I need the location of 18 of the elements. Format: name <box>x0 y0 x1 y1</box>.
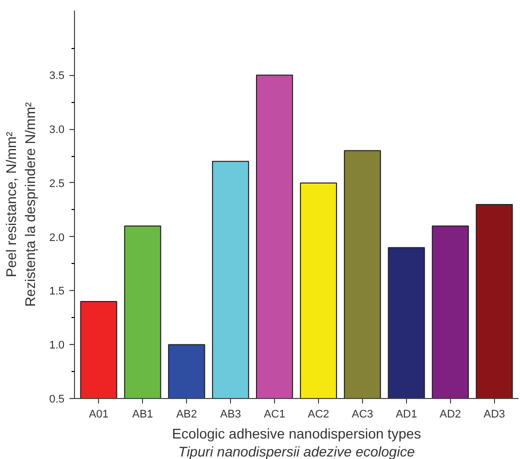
y-tick-label: 1.5 <box>49 286 65 298</box>
x-tick-label: AD3 <box>484 408 506 420</box>
y-tick-label: 0.5 <box>49 394 65 406</box>
x-tick-label: AB1 <box>132 408 154 420</box>
x-tick-label: AC1 <box>264 408 286 420</box>
y-axis-title: Peel resistance, N/mm² Rezistența la desprindere N/mm² <box>3 102 38 307</box>
y-tick-label: 2.5 <box>49 178 65 190</box>
x-tick-label: AB2 <box>176 408 197 420</box>
x-tick-label: AB3 <box>220 408 241 420</box>
x-tick-label: AC2 <box>308 408 330 420</box>
x-tick-label: AD2 <box>440 408 462 420</box>
y-tick-label: 1.0 <box>49 340 65 352</box>
y-tick-label: 3.5 <box>49 70 65 82</box>
y-tick-label: 2.0 <box>49 232 65 244</box>
x-tick-label: A01 <box>88 408 108 420</box>
y-tick-label: 3.0 <box>49 124 65 136</box>
x-tick-label: AD1 <box>396 408 418 420</box>
x-tick-label: AC3 <box>352 408 374 420</box>
